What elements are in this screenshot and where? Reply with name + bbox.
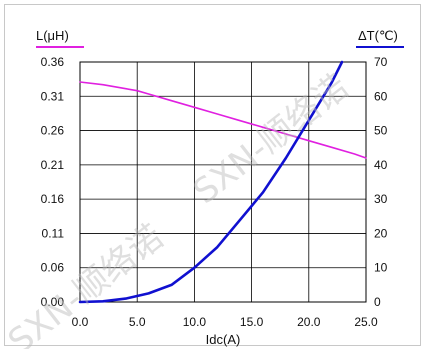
x-tick-label: 15.0 xyxy=(240,315,264,329)
inductance-series-line xyxy=(79,81,367,159)
ticks: 0.00 0.06 0.11 0.16 0.21 0.26 0.31 0.36 0 10 20 30 4… xyxy=(41,55,388,329)
y-right-tick-label: 30 xyxy=(374,192,388,206)
watermark: SXN-顺络诺 SXN-顺络诺 xyxy=(1,67,356,349)
x-axis-label: Idc(A) xyxy=(206,332,241,347)
y-right-tick-label: 60 xyxy=(374,89,388,103)
y-right-tick-label: 40 xyxy=(374,158,388,172)
series xyxy=(78,60,367,304)
grid xyxy=(80,62,366,302)
watermark-text-1: SXN-顺络诺 xyxy=(186,67,356,212)
x-tick-label: 0.0 xyxy=(72,315,89,329)
plot-border xyxy=(79,61,367,303)
y-right-tick-label: 50 xyxy=(374,124,388,138)
y-left-tick-label: 0.21 xyxy=(41,158,65,172)
y-right-tick-label: 20 xyxy=(374,226,388,240)
x-tick-label: 5.0 xyxy=(129,315,146,329)
y-left-tick-label: 0.16 xyxy=(41,192,65,206)
x-tick-label: 10.0 xyxy=(183,315,207,329)
y-right-tick-label: 10 xyxy=(374,261,388,275)
y-right-tick-label: 0 xyxy=(374,295,381,309)
right-axis-label: ΔT(℃) xyxy=(358,28,398,43)
y-left-tick-label: 0.11 xyxy=(42,226,65,240)
y-left-tick-label: 0.31 xyxy=(41,89,65,103)
x-tick-label: 25.0 xyxy=(354,315,378,329)
watermark-text-2: SXN-顺络诺 xyxy=(1,217,171,349)
y-left-tick-label: 0.06 xyxy=(41,261,65,275)
x-tick-label: 20.0 xyxy=(297,315,321,329)
temperature-rise-series-line xyxy=(78,60,344,304)
chart-frame xyxy=(4,4,421,346)
y-left-tick-label: 0.00 xyxy=(41,295,65,309)
y-right-tick-label: 70 xyxy=(374,55,388,69)
y-left-tick-label: 0.26 xyxy=(41,124,65,138)
y-left-tick-label: 0.36 xyxy=(41,55,65,69)
left-axis-label: L(μH) xyxy=(36,28,69,43)
